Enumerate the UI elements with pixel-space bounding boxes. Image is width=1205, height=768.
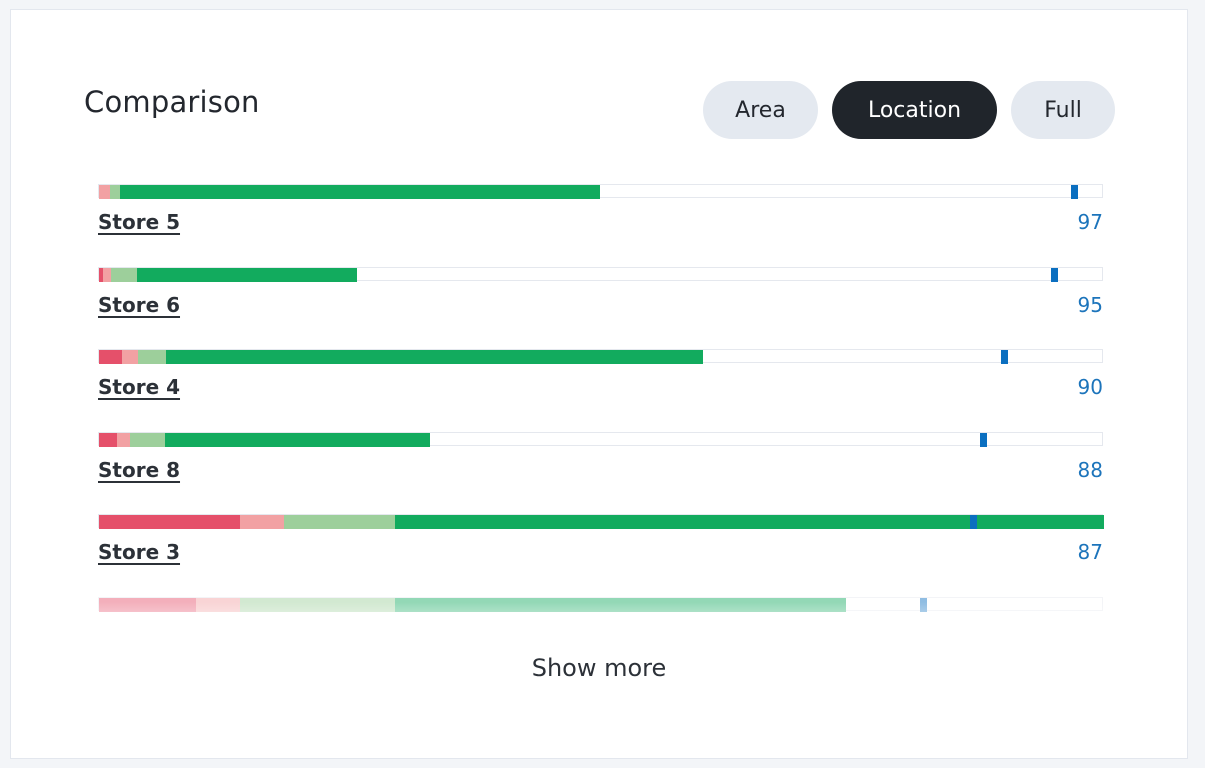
bar-segment-green (137, 268, 358, 282)
score-marker (970, 515, 978, 529)
bar-segment-light-red (117, 433, 131, 447)
store-score: 90 (1077, 375, 1103, 399)
bar-segment-dark-red (99, 433, 118, 447)
score-bar-track (98, 267, 1103, 282)
score-bar-track (98, 514, 1104, 529)
bar-segment-light-red (122, 350, 139, 364)
score-marker (980, 433, 988, 447)
bar-segment-light-green (130, 433, 166, 447)
bar-segment-light-green (283, 515, 396, 529)
bar-segment-light-red (99, 185, 111, 199)
bar-segment-dark-red (99, 268, 104, 282)
store-name-link[interactable]: Store 5 (98, 210, 181, 234)
bar-segment-light-green (138, 350, 167, 364)
store-score: 95 (1077, 293, 1103, 317)
bar-segment-light-red (103, 268, 112, 282)
store-name-link[interactable]: Store 6 (98, 293, 181, 317)
score-bar-track (98, 349, 1103, 364)
card-title: Comparison (84, 85, 260, 119)
view-tabs: Area Location Full (703, 81, 1115, 139)
bar-segment-green (395, 515, 1104, 529)
bar-segment-green (120, 185, 601, 199)
score-marker (1050, 268, 1058, 282)
bar-segment-dark-red (99, 350, 123, 364)
bar-segment-green (165, 433, 430, 447)
bar-segment-green (166, 350, 703, 364)
bar-segment-light-green (111, 268, 138, 282)
store-name-link[interactable]: Store 4 (98, 375, 181, 399)
store-row: Store 4 90 (98, 349, 1103, 409)
tab-area[interactable]: Area (703, 81, 818, 139)
tab-location[interactable]: Location (832, 81, 997, 139)
store-row: Store 6 95 (98, 267, 1103, 327)
store-row: Store 5 97 (98, 184, 1103, 244)
store-score: 87 (1077, 540, 1103, 564)
tab-full[interactable]: Full (1011, 81, 1115, 139)
bar-segment-dark-red (99, 515, 240, 529)
score-marker (1070, 185, 1078, 199)
store-score: 88 (1077, 458, 1103, 482)
score-bar-track (98, 432, 1103, 447)
bar-segment-light-red (239, 515, 284, 529)
show-more-button[interactable]: Show more (11, 653, 1187, 683)
score-marker (1000, 350, 1008, 364)
store-row: Store 3 87 (98, 514, 1104, 574)
store-row: Store 8 88 (98, 432, 1103, 492)
comparison-card: Comparison Area Location Full Store 5 97 S… (10, 9, 1188, 759)
store-score: 97 (1077, 210, 1103, 234)
score-bar-track (98, 184, 1103, 199)
store-name-link[interactable]: Store 3 (98, 540, 181, 564)
bar-segment-light-green (110, 185, 121, 199)
list-fade-overlay (91, 602, 1111, 632)
store-name-link[interactable]: Store 8 (98, 458, 181, 482)
